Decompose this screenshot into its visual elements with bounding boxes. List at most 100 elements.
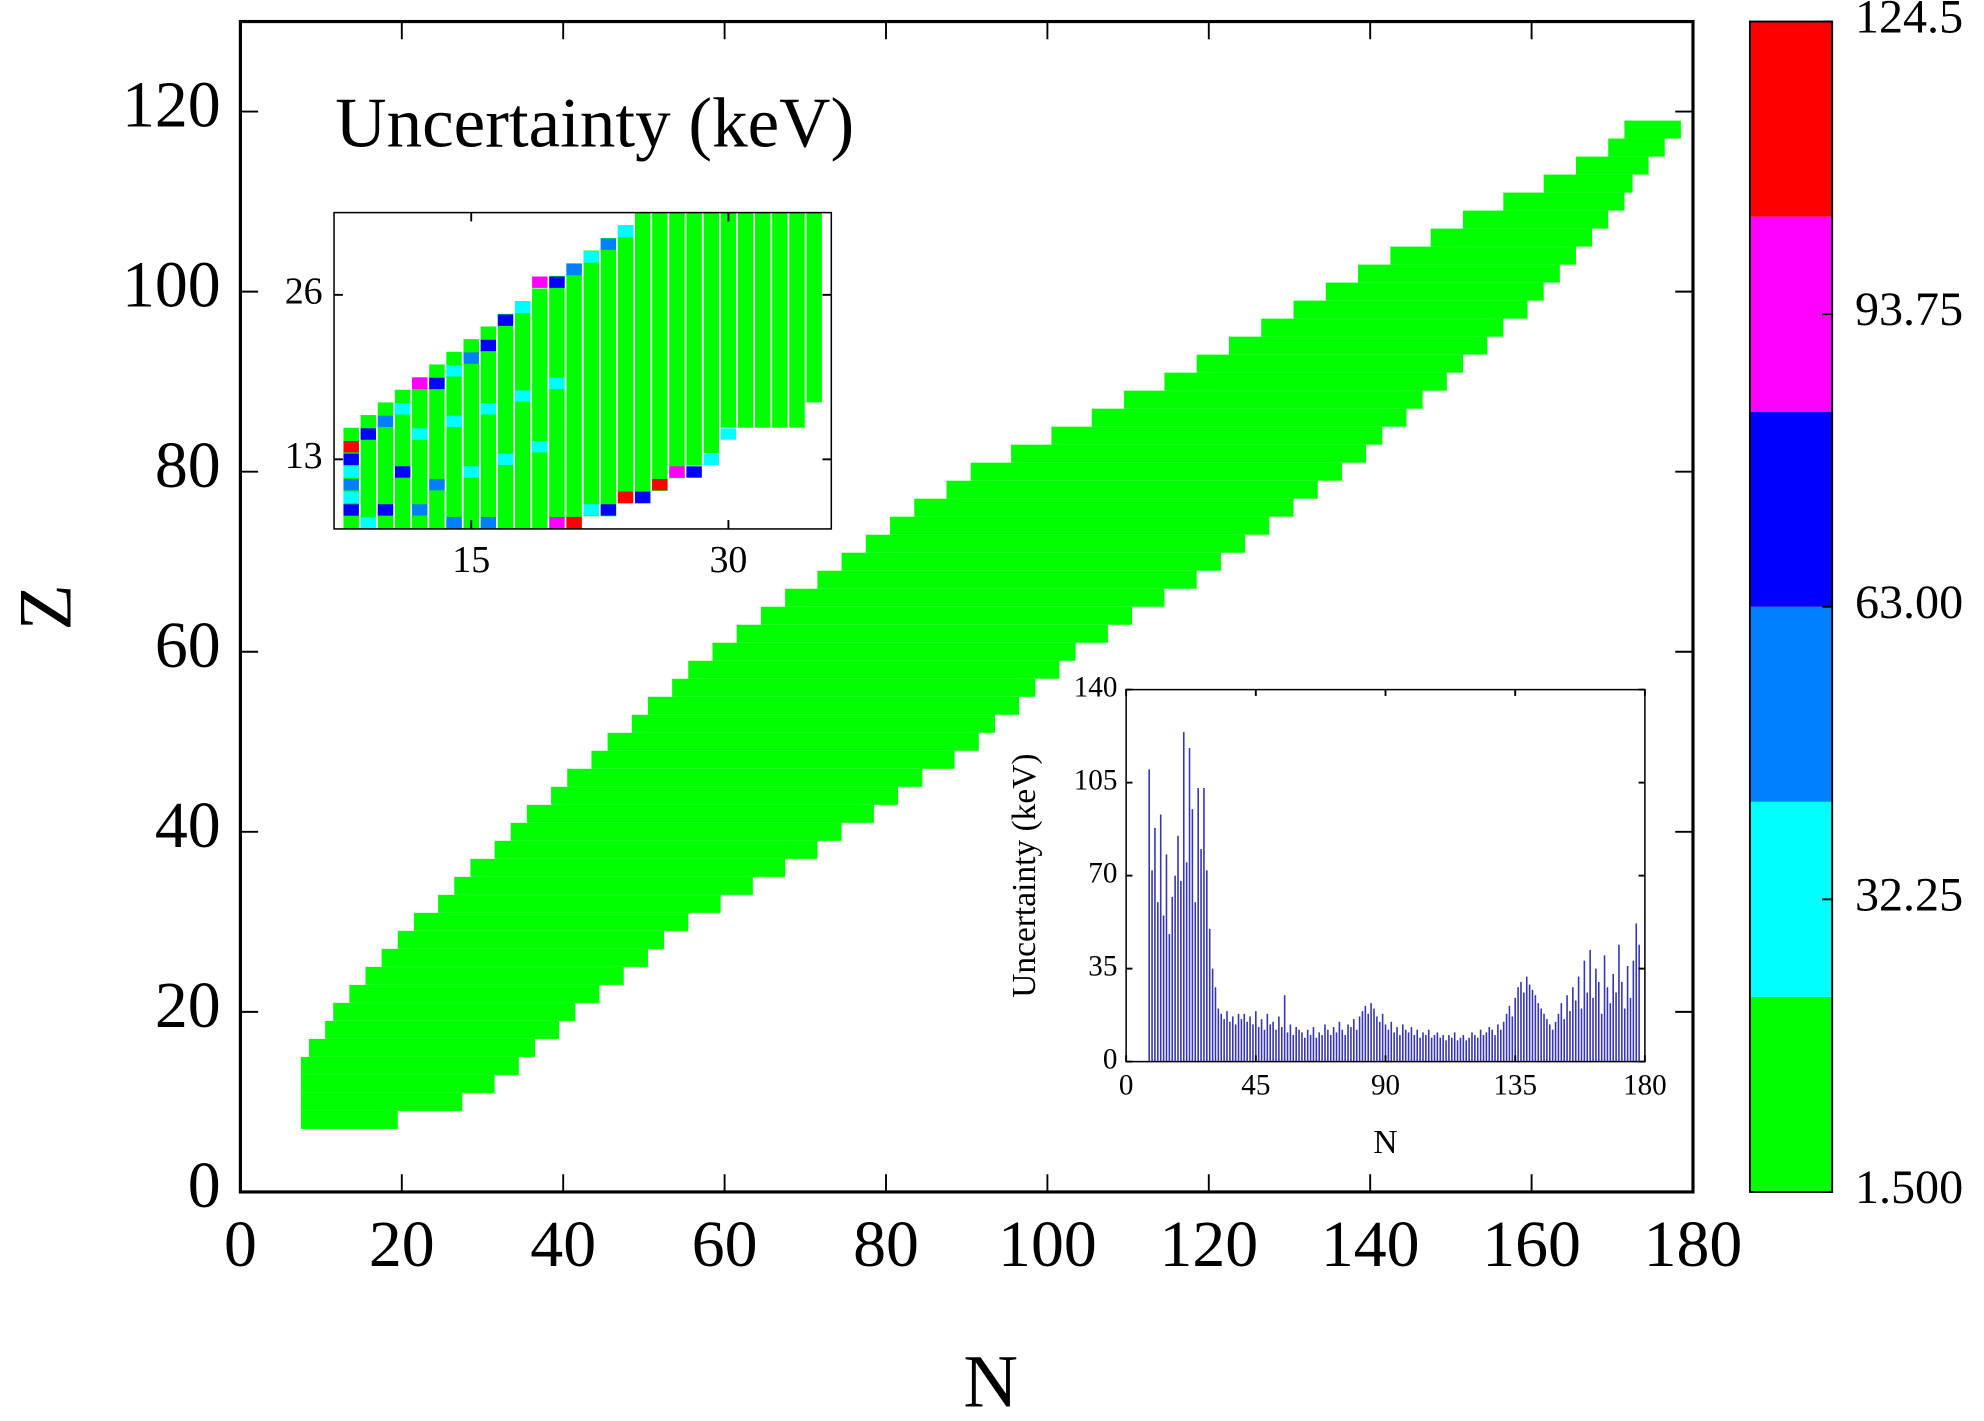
bar <box>1557 1013 1560 1062</box>
bar <box>1531 989 1534 1062</box>
bar <box>1370 1003 1372 1062</box>
nuclide-row <box>712 642 1076 661</box>
nuclide-column <box>789 212 805 428</box>
colorbar-band <box>1749 996 1833 1192</box>
bar <box>1306 1029 1309 1062</box>
nuclide-column <box>755 212 771 428</box>
nuclide-row <box>760 606 1133 625</box>
bar <box>1500 1029 1502 1062</box>
bar <box>1272 1021 1274 1062</box>
nuclide-row <box>333 1002 576 1021</box>
bar <box>1505 1013 1508 1062</box>
nuclide-cell <box>549 377 565 390</box>
x-tick-label: 180 <box>1623 1069 1667 1101</box>
bar <box>1309 1035 1312 1062</box>
nuclide-row <box>1325 282 1544 301</box>
nuclide-column <box>652 212 668 491</box>
nuclide-row <box>494 840 818 859</box>
bar <box>1358 1016 1361 1062</box>
bar <box>1246 1021 1248 1062</box>
nuclide-row <box>591 750 955 769</box>
bar <box>1208 928 1211 1062</box>
bar <box>1623 1008 1626 1062</box>
bar <box>1572 987 1574 1062</box>
nuclide-cell <box>463 466 479 478</box>
nuclide-row <box>309 1038 535 1057</box>
nuclide-cell <box>343 440 359 453</box>
bar <box>1413 1035 1416 1062</box>
bar <box>1583 960 1586 1062</box>
bar <box>1439 1037 1442 1062</box>
bar <box>1497 1024 1499 1062</box>
bar <box>1378 1021 1381 1062</box>
bar <box>1425 1035 1427 1062</box>
nuclide-column <box>737 212 754 428</box>
nuclide-column <box>549 275 565 529</box>
nuclide-row <box>300 1074 495 1093</box>
nuclide-column <box>514 301 531 529</box>
nuclide-row <box>300 1056 519 1075</box>
colorbar-tick-label: 32.25 <box>1855 868 1963 921</box>
nuclide-column <box>686 212 702 466</box>
nuclide-column <box>703 212 719 454</box>
annotation: Uncertainty (keV) <box>335 85 854 163</box>
nuclide-row <box>1164 372 1447 391</box>
nuclide-row <box>647 696 1020 715</box>
bar <box>1174 875 1176 1062</box>
bar <box>1249 1016 1251 1062</box>
bar <box>1520 981 1522 1062</box>
y-tick-label: 70 <box>1088 857 1117 889</box>
bar <box>1203 787 1205 1062</box>
y-tick-label: 0 <box>188 1149 221 1222</box>
nuclide-cell <box>343 453 359 466</box>
nuclide-column <box>669 212 685 479</box>
bar <box>1422 1032 1424 1062</box>
nuclide-cell <box>446 415 462 428</box>
bar <box>1551 1029 1554 1062</box>
y-tick-label: 120 <box>122 69 221 142</box>
nuclide-cell <box>669 466 685 478</box>
nuclide-column <box>617 225 634 504</box>
bar <box>1474 1035 1476 1062</box>
nuclide-cell <box>412 428 428 440</box>
bar <box>1327 1029 1329 1062</box>
nuclide-cell <box>617 491 634 503</box>
y-tick-label: 40 <box>155 789 221 862</box>
bar <box>1502 1021 1505 1062</box>
axes-frame <box>238 19 1695 1194</box>
bar <box>1453 1032 1456 1062</box>
axes-frame <box>333 211 833 530</box>
colorbar-tick-label: 63.00 <box>1855 576 1963 629</box>
bar <box>1315 1037 1318 1062</box>
bar <box>1468 1037 1470 1062</box>
bar <box>1514 997 1516 1062</box>
bar <box>1586 992 1589 1062</box>
bar <box>1197 787 1199 1062</box>
nuclide-column <box>446 351 462 529</box>
nuclide-row <box>567 768 923 787</box>
nuclide-cell <box>532 440 548 453</box>
nuclide-column <box>377 402 394 529</box>
y-tick-label: 20 <box>155 969 221 1042</box>
bar <box>1381 1013 1384 1062</box>
bar <box>1566 995 1568 1062</box>
bar <box>1442 1035 1444 1062</box>
nuclide-cell <box>583 504 599 516</box>
bar <box>1589 950 1591 1062</box>
y-tick-label: 105 <box>1074 764 1118 796</box>
bar <box>1528 984 1531 1062</box>
nuclide-cell <box>703 453 719 466</box>
x-tick-label: 180 <box>1644 1208 1743 1281</box>
nuclide-row <box>438 894 721 913</box>
x-tick-label: 60 <box>692 1208 758 1281</box>
y-tick-label: 100 <box>122 249 221 322</box>
y-axis-label: Z <box>5 584 88 630</box>
nuclide-cell <box>720 428 737 440</box>
bar <box>1626 965 1629 1062</box>
nuclide-row <box>1091 408 1407 427</box>
nuclide-cell <box>446 365 462 377</box>
nuclide-row <box>1358 264 1560 283</box>
nuclide-cell <box>463 352 479 364</box>
nuclide-cell <box>343 478 359 491</box>
bar <box>1569 1011 1571 1062</box>
